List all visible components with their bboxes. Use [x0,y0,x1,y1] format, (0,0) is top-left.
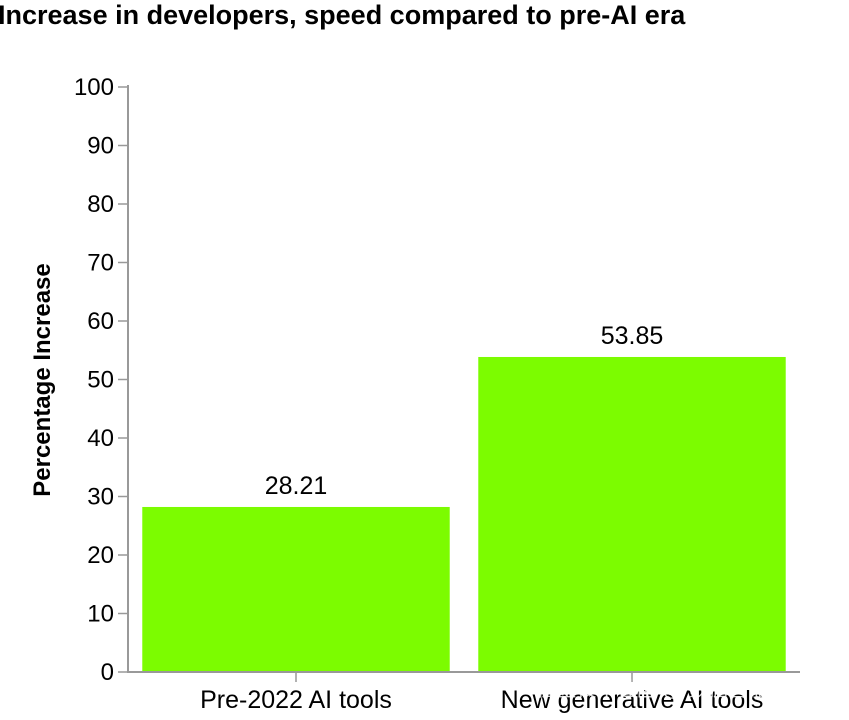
y-tick-label: 50 [87,367,114,394]
bar [142,506,450,672]
y-tick-label: 30 [87,484,114,511]
bar-value-label: 53.85 [601,322,664,350]
y-tick-label: 60 [87,308,114,335]
x-tick-label: New generative AI tools [501,686,764,714]
y-tick-label: 0 [101,659,114,686]
y-tick-label: 20 [87,542,114,569]
y-tick-label: 10 [87,601,114,628]
y-axis-ticks: 0 10 20 30 40 50 60 70 80 90 100 [74,74,128,686]
x-tick-label: Pre-2022 AI tools [200,686,392,714]
y-tick-label: 100 [74,74,114,101]
bars: 28.21 53.85 [142,322,786,672]
y-tick-label: 90 [87,133,114,160]
x-axis-ticks: Pre-2022 AI tools New generative AI tools [200,672,763,714]
y-tick-label: 40 [87,425,114,452]
y-tick-label: 80 [87,191,114,218]
y-tick-label: 70 [87,250,114,277]
bar [478,356,786,672]
chart-title: Increase in developers, speed compared t… [0,0,686,30]
bar-value-label: 28.21 [265,472,328,500]
watermark-text: 掘金技术社区 @ 数据智能老司机 [537,678,828,701]
y-axis-label: Percentage Increase [29,263,56,496]
